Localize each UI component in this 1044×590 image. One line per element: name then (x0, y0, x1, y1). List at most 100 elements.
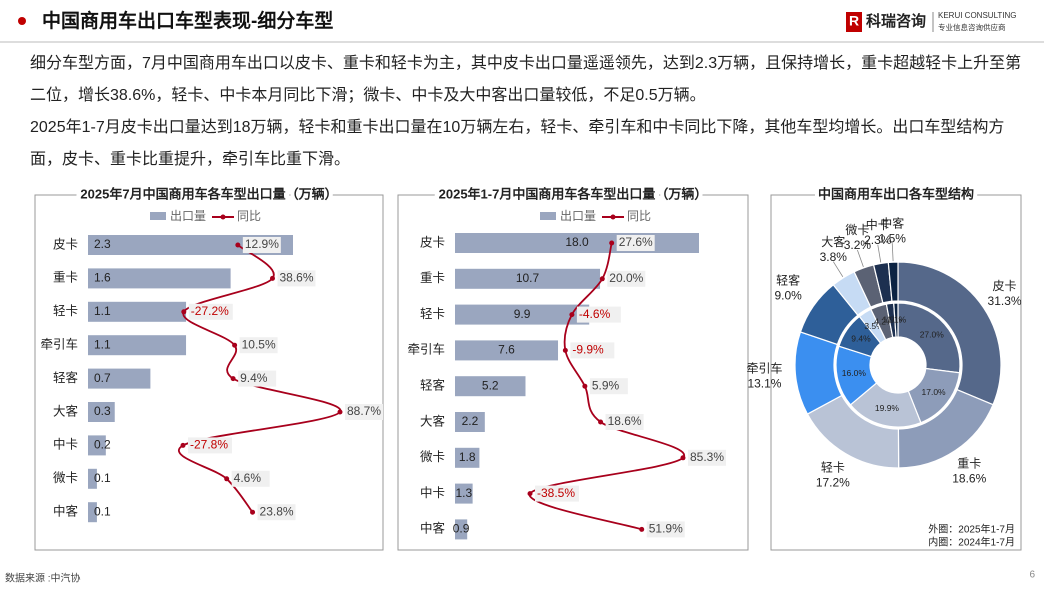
yoy-marker (599, 276, 605, 282)
leader (891, 243, 894, 262)
yoy-label: 23.8% (260, 504, 294, 518)
yoy-label-bg (257, 504, 296, 521)
yoy-label-bg (570, 342, 615, 359)
bar (455, 304, 590, 325)
yoy-label: 51.9% (649, 522, 683, 536)
yoy-marker (269, 275, 275, 281)
category-label: 皮卡 (420, 235, 445, 249)
yoy-label-bg (277, 270, 316, 287)
yoy-marker (598, 419, 604, 425)
bar (88, 402, 115, 422)
outer-label: 17.2% (816, 475, 850, 489)
chart-frame (397, 194, 749, 551)
category-label: 重卡 (420, 270, 445, 285)
yoy-label-bg (605, 414, 644, 430)
legend-swatch (150, 212, 166, 220)
bar-label: 0.7 (94, 371, 111, 385)
page-number: 6 (1029, 570, 1035, 581)
category-label: 牵引车 (40, 336, 78, 351)
bar (455, 412, 485, 432)
outer-category: 中客 (880, 215, 904, 230)
logo-sub: 专业信息咨询供应商 (938, 22, 1006, 32)
outer-label: 9.0% (774, 288, 802, 302)
bar (455, 447, 480, 468)
yoy-label: -27.8% (190, 438, 228, 452)
yoy-label: -4.6% (579, 307, 611, 321)
yoy-label-bg (188, 303, 233, 320)
paragraph: 2025年1-7月皮卡出口量达到18万辆，轻卡和重卡出口量在10万辆左右，轻卡、… (30, 119, 1005, 168)
donut-slice (893, 302, 899, 338)
outer-label: 3.8% (820, 250, 848, 264)
legend-label: 同比 (627, 209, 651, 223)
yoy-marker (639, 526, 645, 532)
body-text: 细分车型方面，7月中国商用车出口以皮卡、重卡和轻卡为主，其中皮卡出口量遥遥领先，… (30, 48, 1030, 176)
chart-frame (770, 194, 1022, 551)
yoy-label: -9.9% (572, 343, 604, 357)
bar-label: 1.1 (94, 304, 111, 318)
outer-label: 13.1% (747, 377, 781, 391)
category-label: 中客 (53, 503, 79, 518)
yoy-label: 85.3% (690, 450, 724, 464)
donut-slice (897, 302, 961, 374)
leader (832, 261, 844, 278)
yoy-label-bg (535, 485, 579, 502)
category-label: 中卡 (420, 485, 445, 500)
outer-category: 轻客 (776, 272, 800, 287)
bar (455, 340, 559, 361)
category-label: 大客 (53, 403, 79, 418)
yoy-marker (180, 442, 186, 448)
yoy-label-bg (231, 470, 270, 487)
bullet (18, 17, 26, 25)
bar-label: 9.9 (514, 307, 531, 321)
slide-title: 中国商用车出口车型表现-细分车型 (42, 9, 333, 32)
outer-category: 重卡 (957, 456, 981, 470)
yoy-label: 38.6% (279, 271, 313, 285)
outer-category: 大客 (821, 234, 845, 249)
inner-label: 3.5% (864, 321, 884, 331)
yoy-marker (235, 242, 241, 248)
chart-title: 中国商用车出口各车型结构 (818, 186, 974, 201)
inner-label: 16.0% (842, 368, 867, 378)
logo-icon-letter: R (849, 13, 859, 29)
legend-swatch (610, 214, 616, 220)
yoy-label-bg (239, 337, 278, 354)
yoy-label: 4.6% (234, 471, 262, 485)
category-label: 大客 (420, 413, 446, 428)
inner-label: 19.9% (875, 403, 900, 413)
legend-swatch (540, 212, 556, 220)
bar-label: 5.2 (482, 378, 499, 392)
inner-label: 1.9% (883, 315, 903, 325)
bar-label: 0.2 (94, 438, 111, 452)
yoy-label-bg (238, 370, 277, 387)
bar-label: 1.6 (94, 271, 111, 285)
outer-category: 皮卡 (993, 279, 1017, 293)
inner-label: 17.0% (922, 387, 947, 397)
bar (88, 368, 151, 389)
outer-category: 微卡 (845, 223, 869, 237)
yoy-label: 27.6% (619, 235, 653, 249)
donut-slice (897, 261, 1002, 406)
bar-label: 0.1 (94, 471, 111, 485)
yoy-marker (224, 476, 230, 482)
legend-label: 同比 (237, 209, 261, 223)
note: 内圈：2024年1-7月 (928, 536, 1015, 549)
bar (88, 502, 97, 523)
yoy-marker (250, 509, 256, 515)
yoy-label: 20.0% (609, 271, 643, 285)
bar-label: 7.6 (498, 343, 515, 357)
bar-label: 0.1 (94, 504, 111, 518)
yoy-label: 12.9% (245, 237, 279, 251)
yoy-label: 5.9% (592, 378, 620, 392)
bar-label: 10.7 (516, 271, 540, 285)
yoy-marker (609, 240, 615, 246)
bar (455, 268, 601, 289)
bar (88, 435, 106, 456)
legend-swatch (220, 214, 226, 220)
donut-slice (887, 261, 899, 302)
yoy-marker (569, 312, 575, 318)
yoy-marker (562, 347, 568, 353)
category-label: 微卡 (420, 450, 445, 464)
bar-label: 1.3 (455, 486, 472, 500)
bar (88, 301, 187, 322)
source: 数据来源 :中汽协 (5, 572, 81, 585)
